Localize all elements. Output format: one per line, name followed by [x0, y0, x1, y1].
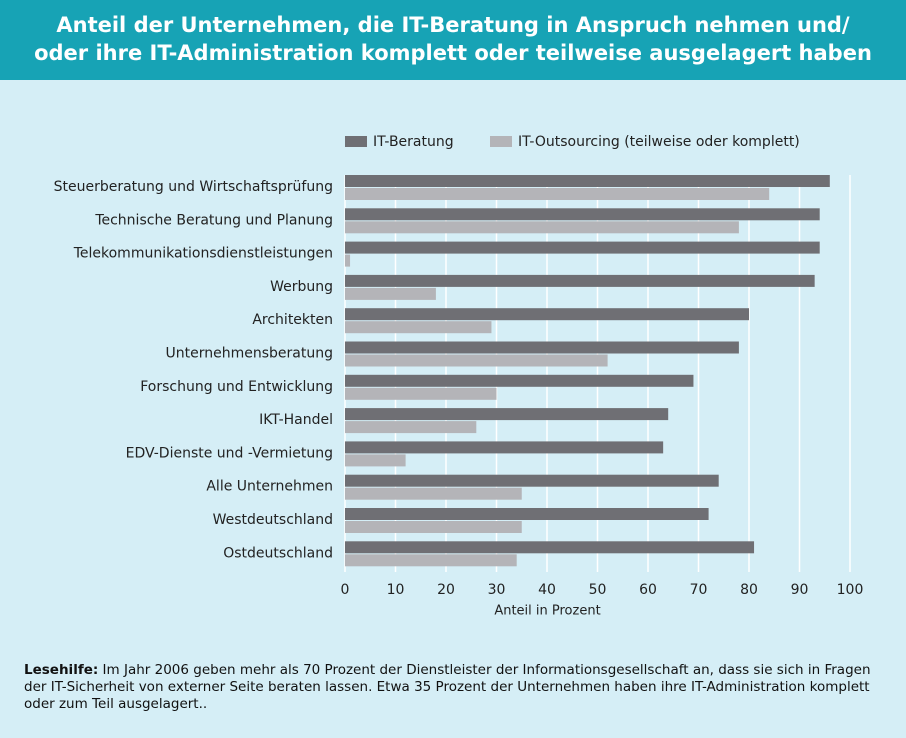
- x-tick-label: 30: [488, 582, 506, 598]
- category-label: Unternehmensberatung: [166, 346, 333, 362]
- bar: [345, 508, 709, 520]
- bar: [345, 287, 436, 300]
- x-tick-label: 90: [791, 582, 809, 598]
- bar: [345, 208, 820, 221]
- category-label: Ostdeutschland: [223, 545, 333, 561]
- category-label: Forschung und Entwicklung: [140, 379, 333, 395]
- category-label: Alle Unternehmen: [206, 479, 333, 495]
- category-label: EDV-Dienste und -Vermietung: [126, 445, 333, 461]
- note: Lesehilfe: Im Jahr 2006 geben mehr als 7…: [24, 662, 884, 713]
- note-lead: Lesehilfe:: [24, 662, 99, 678]
- x-tick-label: 0: [341, 582, 350, 598]
- bar: [345, 387, 497, 400]
- x-tick-label: 100: [837, 582, 864, 598]
- bar: [345, 341, 739, 354]
- bar: [345, 454, 406, 467]
- bar: [345, 175, 830, 187]
- bar: [345, 421, 477, 434]
- bar: [345, 188, 770, 200]
- title-line: oder ihre IT-Administration komplett ode…: [34, 41, 872, 65]
- bar: [345, 321, 492, 334]
- category-label: Architekten: [252, 312, 333, 328]
- category-label: Westdeutschland: [213, 512, 333, 528]
- category-label: Telekommunikationsdienstleistungen: [73, 246, 333, 262]
- title-banner: Anteil der Unternehmen, die IT-Beratung …: [0, 0, 906, 80]
- category-label: Technische Beratung und Planung: [94, 212, 333, 228]
- bar: [345, 474, 719, 487]
- x-tick-label: 40: [538, 582, 556, 598]
- category-label: IKT-Handel: [259, 412, 333, 428]
- bar: [345, 354, 608, 367]
- bar: [345, 241, 820, 254]
- bar: [345, 274, 815, 287]
- bar: [345, 554, 517, 567]
- x-tick-label: 50: [589, 582, 607, 598]
- x-tick-label: 80: [740, 582, 758, 598]
- bar: [345, 521, 522, 533]
- x-axis-label: Anteil in Prozent: [494, 604, 600, 619]
- bar: [345, 374, 694, 387]
- x-tick-label: 20: [437, 582, 455, 598]
- bar: [345, 487, 522, 500]
- x-tick-label: 60: [639, 582, 657, 598]
- title-line: Anteil der Unternehmen, die IT-Beratung …: [56, 13, 850, 37]
- bar: [345, 308, 749, 321]
- note-text: Im Jahr 2006 geben mehr als 70 Prozent d…: [24, 662, 871, 712]
- x-tick-label: 70: [690, 582, 708, 598]
- bar: [345, 408, 669, 421]
- x-tick-label: 10: [387, 582, 405, 598]
- category-label: Werbung: [270, 279, 333, 295]
- legend-label: IT-Beratung: [373, 134, 454, 150]
- chart: 0 10 20 30 40 50 60 70 80 90 100 Anteil in Prozent I…: [54, 134, 864, 619]
- legend-swatch: [490, 136, 512, 147]
- legend-swatch: [345, 136, 367, 147]
- bar: [345, 221, 739, 234]
- bar: [345, 254, 351, 267]
- category-label: Steuerberatung und Wirtschaftsprüfung: [54, 179, 333, 195]
- legend-label: IT-Outsourcing (teilweise oder komplett): [518, 134, 800, 150]
- bar: [345, 541, 755, 554]
- bar: [345, 441, 664, 454]
